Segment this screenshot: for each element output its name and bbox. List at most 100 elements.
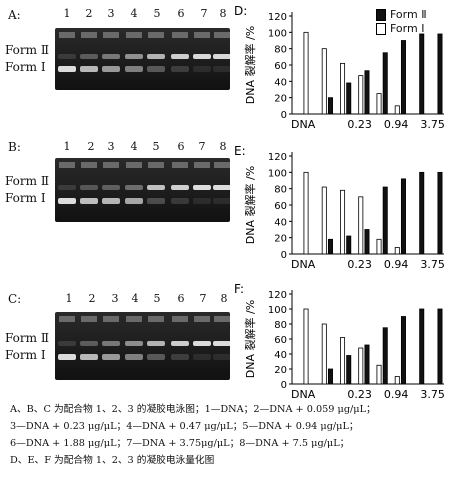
y-tick-label: 120	[268, 152, 287, 163]
bar-form-i	[321, 48, 327, 115]
gel-well	[126, 316, 142, 322]
caption-line: 3—DNA + 0.23 μg/μL；4—DNA + 0.47 μg/μL；5—…	[10, 421, 359, 432]
gel-band-form-ii	[147, 54, 165, 59]
gel-band-form-ii	[213, 54, 230, 59]
bar-form-ii	[437, 33, 443, 115]
gel-well	[81, 316, 97, 322]
gel-well	[103, 32, 119, 38]
gel-well	[172, 316, 188, 322]
gel-band-form-ii	[58, 54, 76, 59]
bar-form-ii	[327, 368, 333, 385]
gel-band-form-i	[125, 66, 143, 72]
lane-number: 4	[131, 292, 139, 305]
y-tick-label: 40	[274, 77, 287, 88]
gel-band-form-ii	[171, 54, 189, 59]
gel-well	[81, 162, 97, 168]
y-tick-label: 80	[274, 45, 287, 56]
gel-well	[126, 162, 142, 168]
legend-swatch-form-ii	[376, 8, 386, 21]
y-tick-label: 80	[274, 320, 287, 331]
gel-band-form-i	[58, 198, 76, 204]
lane-number: 8	[219, 140, 227, 153]
lane-number: 2	[85, 7, 93, 20]
bar-chart-f: F: DNA 裂解率 /% 0 20 40 60 80 100 120 DNA 0.23 0.94 3.…	[232, 280, 450, 404]
gel-band-form-i	[213, 198, 230, 204]
band-label-form-i: Form Ⅰ	[5, 348, 46, 362]
bar-form-i	[321, 186, 327, 255]
bar-form-i	[358, 75, 364, 115]
gel-well	[126, 32, 142, 38]
bar-form-ii	[400, 316, 406, 385]
bar-form-ii	[400, 40, 406, 115]
x-tick-label: DNA	[291, 258, 316, 271]
y-tick-label: 40	[274, 217, 287, 228]
y-tick-label: 120	[268, 12, 287, 23]
chart-panel-label: D:	[234, 4, 247, 18]
lane-number: 4	[130, 140, 138, 153]
band-label-form-i: Form Ⅰ	[5, 191, 46, 205]
legend-item-form-i: Form Ⅰ	[376, 22, 427, 35]
lane-number: 8	[220, 292, 228, 305]
gel-well	[59, 316, 75, 322]
y-tick-label: 20	[274, 94, 287, 105]
gel-well	[194, 162, 210, 168]
gel-well	[214, 162, 230, 168]
figure-caption: A、B、C 为配合物 1、2、3 的凝胶电泳图；1—DNA；2—DNA + 0.…	[10, 401, 446, 469]
gel-band-form-ii	[125, 54, 143, 59]
bar-form-ii	[382, 327, 388, 385]
y-tick-label: 100	[268, 305, 287, 316]
gel-band-form-ii	[171, 341, 189, 346]
bar-form-ii	[364, 344, 370, 385]
gel-band-form-ii	[193, 341, 211, 346]
lane-number: 2	[87, 140, 95, 153]
gel-well	[148, 32, 164, 38]
lane-number: 3	[107, 140, 115, 153]
caption-line: D、E、F 为配合物 1、2、3 的凝胶电泳量化图	[10, 455, 215, 466]
gel-band-form-i	[58, 354, 76, 360]
legend-swatch-form-i	[376, 22, 386, 35]
lane-number: 4	[130, 7, 138, 20]
y-tick-label: 40	[274, 350, 287, 361]
gel-band-form-ii	[193, 185, 211, 190]
x-tick-label: 3.75	[420, 118, 445, 131]
bar-form-i	[376, 238, 382, 255]
bar-form-i	[394, 247, 400, 255]
bar-form-i	[321, 323, 327, 385]
band-label-form-i: Form Ⅰ	[5, 60, 46, 74]
gel-band-form-ii	[125, 341, 143, 346]
lane-number: 6	[177, 7, 185, 20]
gel-band-form-i	[80, 66, 98, 72]
gel-band-form-i	[102, 354, 120, 360]
y-tick-label: 20	[274, 365, 287, 376]
gel-well	[172, 162, 188, 168]
bar-form-i	[303, 308, 309, 385]
gel-band-form-ii	[171, 185, 189, 190]
gel-well	[194, 316, 210, 322]
x-tick-label: 0.23	[347, 388, 372, 401]
bar-form-i	[358, 196, 364, 255]
band-label-form-ii: Form Ⅱ	[5, 43, 49, 57]
gel-band-form-i	[147, 354, 165, 360]
gel-band-form-i	[102, 198, 120, 204]
x-tick-label: 3.75	[420, 258, 445, 271]
gel-band-form-ii	[102, 54, 120, 59]
bar-form-ii	[346, 355, 352, 385]
bar-form-i	[376, 364, 382, 385]
chart-panel-label: F:	[234, 282, 244, 296]
gel-well	[81, 32, 97, 38]
gel-band-form-ii	[125, 185, 143, 190]
y-tick-label: 80	[274, 185, 287, 196]
bar-form-i	[358, 347, 364, 385]
bar-form-ii	[364, 229, 370, 255]
y-tick-label: 20	[274, 234, 287, 245]
bar-form-ii	[419, 308, 425, 385]
bar-form-i	[394, 105, 400, 115]
bar-form-i	[340, 189, 346, 255]
gel-label: B:	[8, 140, 21, 154]
y-axis-label: DNA 裂解率 /%	[243, 166, 257, 244]
y-tick-label: 0	[281, 110, 287, 121]
gel-band-form-i	[80, 198, 98, 204]
gel-band-form-i	[171, 354, 189, 360]
bar-form-i	[303, 31, 309, 115]
bar-form-ii	[327, 97, 333, 115]
